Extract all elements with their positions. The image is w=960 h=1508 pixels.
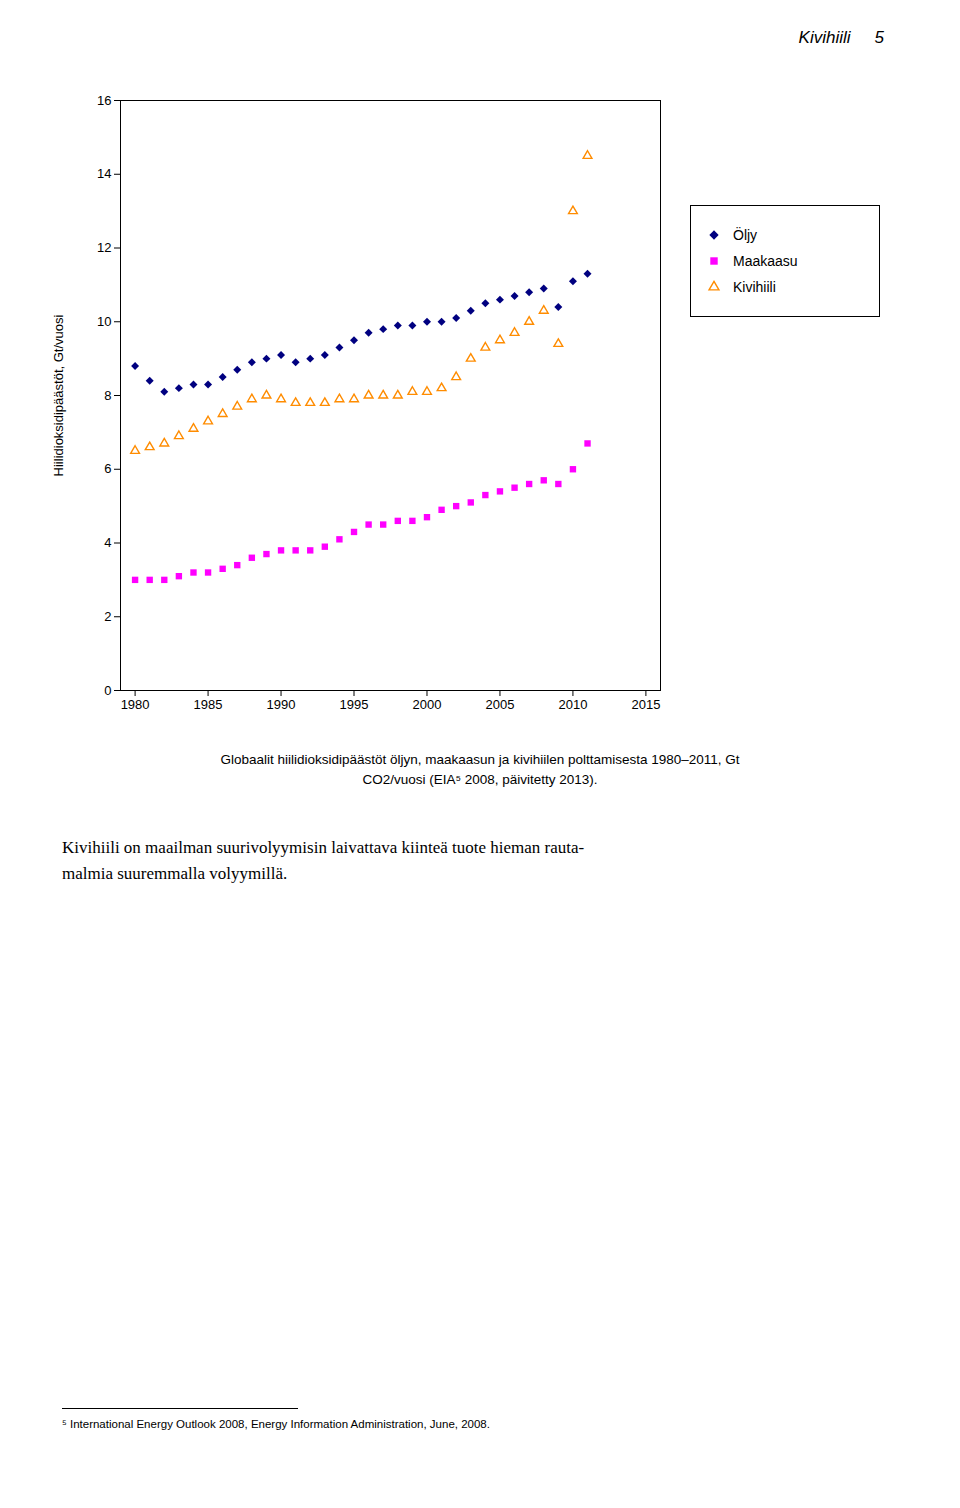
html-text:Globaalit hiilidioksidipäästöt: Globaalit hiilidioksidipäästöt öljyn, ma… — [220, 752, 740, 767]
svg-text:2: 2 — [104, 609, 111, 624]
svg-text:2010: 2010 — [558, 697, 587, 712]
svg-text:14: 14 — [97, 166, 111, 181]
html-text:malmia suuremmalla volyymillä.: malmia suuremmalla volyymillä. — [62, 863, 288, 883]
svg-text:1995: 1995 — [340, 697, 369, 712]
svg-text:Hiilidioksidipäästöt, Gt/vuosi: Hiilidioksidipäästöt, Gt/vuosi — [51, 314, 66, 476]
html-text:5: 5 — [874, 28, 884, 47]
svg-text:10: 10 — [97, 314, 111, 329]
svg-text:12: 12 — [97, 240, 111, 255]
svg-text:16: 16 — [97, 93, 111, 108]
html-text:Öljy: Öljy — [733, 227, 758, 243]
svg-text:0: 0 — [104, 683, 111, 698]
svg-text:8: 8 — [104, 388, 111, 403]
svg-text:2015: 2015 — [631, 697, 660, 712]
svg-text:1985: 1985 — [194, 697, 223, 712]
html-text:Kivihiili: Kivihiili — [798, 28, 851, 47]
svg-text:2005: 2005 — [485, 697, 514, 712]
svg-text:4: 4 — [104, 535, 111, 550]
svg-text:2000: 2000 — [413, 697, 442, 712]
svg-text:1980: 1980 — [121, 697, 150, 712]
html-text:Maakaasu: Maakaasu — [733, 253, 798, 269]
html-text:Kivihiili on maailman suurivol: Kivihiili on maailman suurivolyymisin la… — [62, 838, 585, 857]
html-text:CO2/vuosi (EIA⁵ 2008, päivitet: CO2/vuosi (EIA⁵ 2008, päivitetty 2013). — [362, 772, 598, 788]
html-text:⁵ International Energy Outlook: ⁵ International Energy Outlook 2008, Ene… — [62, 1418, 490, 1430]
svg-text:1990: 1990 — [267, 697, 296, 712]
html-text:Kivihiili: Kivihiili — [733, 279, 776, 295]
svg-text:6: 6 — [104, 461, 111, 476]
